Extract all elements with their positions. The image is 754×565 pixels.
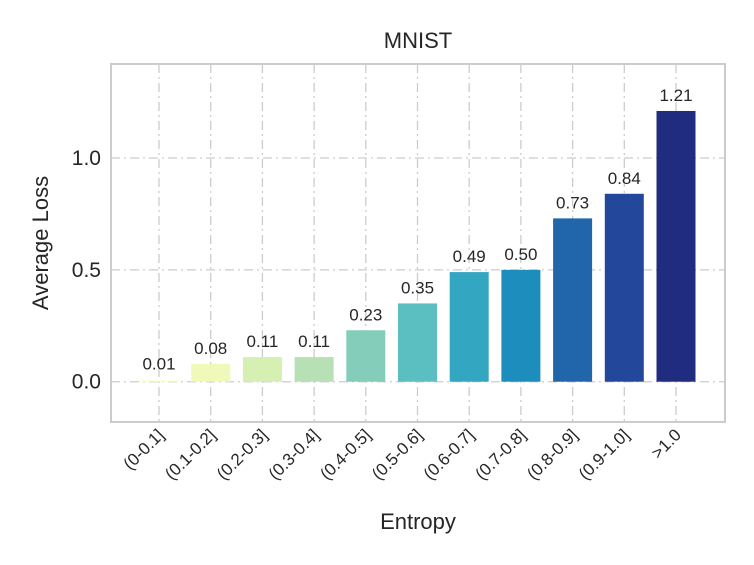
- data-labels: 0.01 0.08 0.11 0.11 0.23 0.35 0.49 0.50 0.73 0.84…: [142, 86, 692, 373]
- data-label: 1.21: [659, 86, 692, 105]
- bar: [398, 303, 437, 382]
- data-label: 0.11: [246, 332, 278, 351]
- bar: [191, 363, 231, 382]
- x-axis-label: Entropy: [380, 509, 456, 534]
- bar: [294, 357, 334, 382]
- data-label: 0.35: [401, 278, 434, 297]
- bar: [346, 330, 386, 382]
- data-label: 0.73: [556, 193, 589, 212]
- data-label: 0.01: [142, 354, 175, 373]
- bar: [604, 193, 644, 382]
- data-label: 0.08: [194, 339, 227, 358]
- data-label: 0.23: [349, 305, 382, 324]
- data-label: 0.84: [608, 169, 641, 188]
- data-label: 0.49: [453, 247, 486, 266]
- bar: [449, 272, 489, 382]
- bar: [242, 357, 282, 382]
- data-label: 0.50: [504, 245, 537, 264]
- bar: [139, 379, 179, 382]
- y-tick-label: 0.0: [72, 371, 101, 394]
- plot-frame: [110, 63, 726, 423]
- bars: [139, 110, 696, 382]
- y-tick-labels: 0.0 0.5 1.0: [72, 147, 101, 394]
- bar: [656, 110, 696, 382]
- y-axis-label: Average Loss: [28, 176, 53, 310]
- data-label: 0.11: [298, 332, 330, 351]
- chart-title: MNIST: [384, 28, 452, 53]
- y-tick-label: 0.5: [72, 259, 101, 282]
- y-tick-label: 1.0: [72, 147, 101, 170]
- bar: [501, 269, 541, 382]
- bar: [553, 218, 593, 382]
